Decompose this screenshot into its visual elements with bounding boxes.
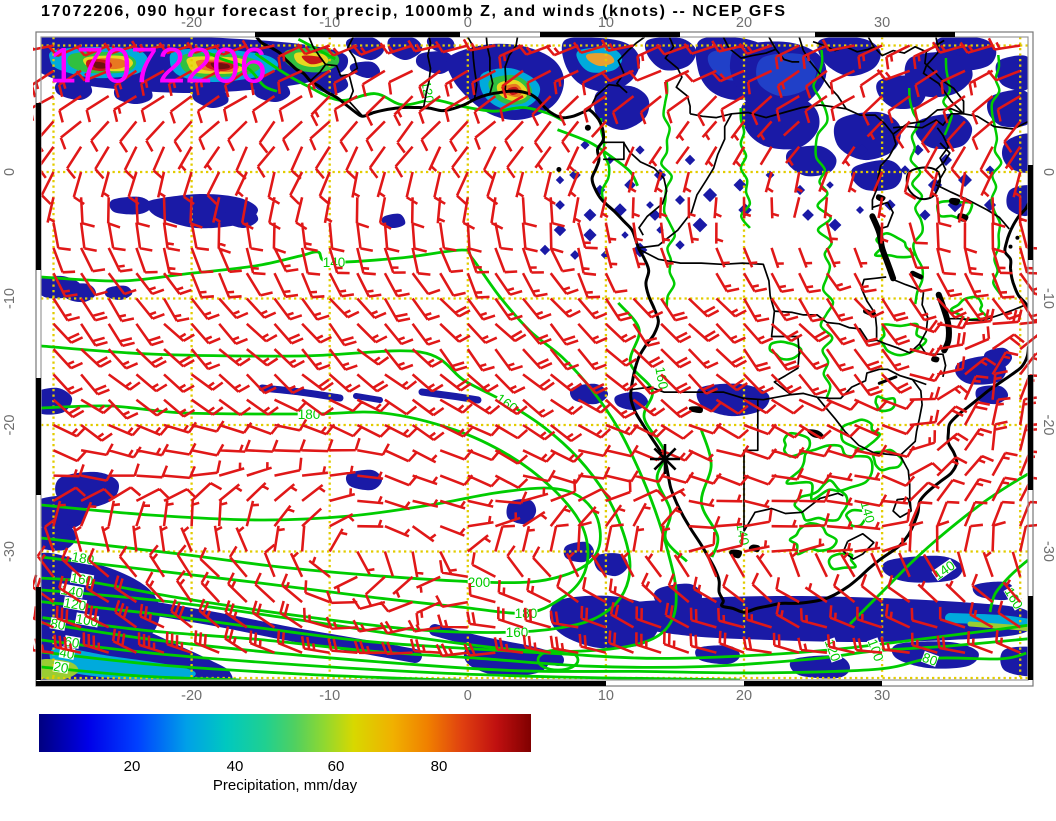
svg-text:120: 120 xyxy=(822,637,844,663)
svg-text:-20: -20 xyxy=(2,415,18,436)
svg-text:60: 60 xyxy=(63,634,80,651)
svg-text:0: 0 xyxy=(2,168,18,176)
svg-text:10: 10 xyxy=(598,688,614,704)
svg-text:20: 20 xyxy=(52,659,69,676)
svg-text:-20: -20 xyxy=(1040,415,1056,436)
svg-text:-10: -10 xyxy=(319,688,340,704)
svg-text:200: 200 xyxy=(468,575,491,590)
svg-text:17072206, 090 hour forecast fo: 17072206, 090 hour forecast for precip, … xyxy=(41,3,785,20)
svg-text:180: 180 xyxy=(71,549,96,568)
svg-text:120: 120 xyxy=(63,595,88,614)
svg-text:30: 30 xyxy=(874,15,890,31)
svg-text:10: 10 xyxy=(598,15,614,31)
svg-text:0: 0 xyxy=(464,15,472,31)
svg-text:-10: -10 xyxy=(319,15,340,31)
svg-text:30: 30 xyxy=(874,688,890,704)
svg-text:-20: -20 xyxy=(181,15,202,31)
svg-text:17072206: 17072206 xyxy=(49,38,267,94)
svg-text:-30: -30 xyxy=(1040,541,1056,562)
svg-text:-10: -10 xyxy=(1040,288,1056,309)
svg-text:Precipitation, mm/day: Precipitation, mm/day xyxy=(213,777,358,794)
svg-text:-30: -30 xyxy=(2,541,18,562)
svg-text:100: 100 xyxy=(75,611,100,630)
svg-text:0: 0 xyxy=(464,688,472,704)
svg-text:20: 20 xyxy=(736,15,752,31)
svg-text:80: 80 xyxy=(920,650,939,669)
svg-text:-10: -10 xyxy=(2,288,18,309)
svg-text:80: 80 xyxy=(431,758,448,775)
svg-text:20: 20 xyxy=(124,758,141,775)
svg-text:0: 0 xyxy=(1040,168,1056,176)
svg-text:20: 20 xyxy=(736,688,752,704)
svg-text:160: 160 xyxy=(506,625,529,640)
svg-text:60: 60 xyxy=(328,758,345,775)
svg-text:160: 160 xyxy=(652,366,671,391)
svg-text:140: 140 xyxy=(858,500,878,525)
svg-text:180: 180 xyxy=(298,407,321,422)
svg-text:100: 100 xyxy=(865,637,887,663)
svg-text:40: 40 xyxy=(227,758,244,775)
svg-text:-20: -20 xyxy=(181,688,202,704)
